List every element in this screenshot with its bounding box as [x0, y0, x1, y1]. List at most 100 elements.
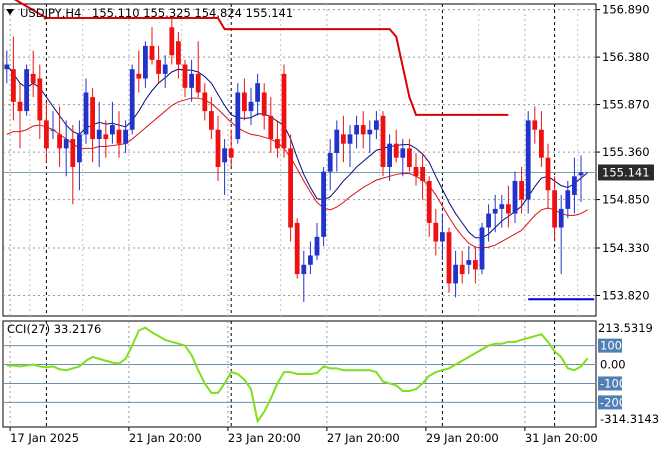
ohlc-label: 155.110 155.325 154.824 155.141 — [92, 6, 293, 20]
candle-body — [532, 120, 538, 130]
candle-body — [182, 64, 188, 88]
candle-body — [341, 134, 346, 144]
candle-body — [281, 73, 287, 149]
candle-body — [268, 115, 274, 140]
bullish-candle — [24, 64, 29, 116]
candle-body — [228, 148, 234, 158]
bearish-candle — [30, 50, 36, 98]
candle-body — [407, 148, 412, 167]
bearish-candle — [202, 83, 208, 121]
bullish-candle — [334, 120, 340, 172]
candle-body — [539, 129, 544, 158]
candle-body — [525, 120, 531, 200]
time-axis: 17 Jan 2025 21 Jan 20:00 23 Jan 20:00 27 Ja… — [9, 427, 598, 445]
time-tick-label: 17 Jan 2025 — [10, 431, 79, 445]
bullish-candle — [110, 101, 115, 144]
candle-body — [558, 208, 564, 228]
bullish-candle — [354, 115, 359, 149]
time-tick-label: 29 Jan 20:00 — [426, 431, 499, 445]
bearish-candle — [506, 185, 511, 228]
bullish-candle — [189, 59, 194, 102]
bearish-candle — [545, 143, 551, 209]
bullish-candle — [222, 139, 227, 195]
candle-body — [30, 73, 36, 84]
cci-level-label: 0.00 — [600, 358, 626, 372]
candle-body — [367, 129, 373, 135]
candle-body — [545, 157, 551, 191]
candle-body — [123, 129, 128, 144]
candle-body — [440, 232, 445, 242]
bearish-candle — [11, 36, 16, 121]
bullish-candle — [314, 222, 320, 261]
bearish-candle — [215, 115, 221, 181]
price-tick-label: 156.890 — [602, 3, 650, 17]
bearish-candle — [90, 87, 95, 163]
candle-body — [572, 176, 577, 195]
candle-body — [63, 139, 69, 149]
last-price-tag-text: 155.141 — [602, 165, 650, 179]
candle-body — [70, 139, 76, 167]
bearish-candle — [57, 106, 62, 167]
candle-body — [301, 264, 307, 275]
bullish-candle — [162, 55, 168, 88]
bullish-candle — [327, 139, 333, 191]
bullish-candle — [96, 101, 102, 167]
candle-body — [314, 236, 320, 256]
bullish-candle — [83, 78, 89, 144]
candle-body — [222, 148, 227, 163]
cci-line — [6, 326, 589, 424]
candle-body — [327, 153, 333, 172]
bullish-candle — [123, 120, 128, 154]
candle-body — [156, 59, 161, 74]
bullish-candle — [77, 120, 82, 191]
collapse-triangle-icon[interactable] — [6, 9, 14, 15]
bearish-candle — [44, 101, 49, 163]
candle-body — [479, 227, 485, 270]
candle-body — [261, 92, 267, 116]
candle-body — [552, 190, 557, 228]
bearish-candle — [149, 27, 155, 65]
bullish-candle — [235, 83, 241, 144]
cci-top-label: 213.5319 — [598, 321, 653, 335]
candle-body — [374, 120, 379, 130]
candle-body — [334, 129, 340, 154]
bearish-candle — [103, 120, 109, 158]
bearish-candle — [433, 208, 439, 256]
bullish-candle — [301, 250, 307, 303]
bearish-candle — [261, 83, 267, 130]
bullish-candle — [129, 64, 135, 135]
candle-body — [519, 180, 524, 200]
bullish-candle — [499, 194, 505, 228]
cci-level-tag-text: 100 — [600, 339, 622, 353]
candle-body — [116, 129, 122, 144]
candle-body — [433, 222, 439, 242]
candle-body — [459, 264, 465, 275]
cci-level-tag-background — [598, 338, 622, 353]
bearish-candle — [360, 111, 366, 149]
bearish-candle — [473, 246, 478, 284]
bearish-candle — [176, 31, 181, 79]
bearish-candle — [413, 153, 419, 186]
cci-bottom-label: -314.3143 — [600, 412, 659, 426]
trailing-stop-line — [13, 0, 509, 116]
cci-level-tag-text: -200 — [600, 395, 626, 409]
bearish-candle — [420, 153, 425, 200]
bullish-candle — [143, 41, 148, 88]
bearish-candle — [532, 106, 538, 144]
bullish-candle — [400, 139, 406, 177]
last-price-tag-background — [598, 164, 654, 181]
candle-body — [96, 129, 102, 140]
candle-body — [44, 120, 49, 149]
candle-body — [486, 213, 491, 228]
bearish-candle — [195, 41, 201, 98]
bullish-candle — [565, 180, 571, 219]
indicator-lines — [6, 0, 595, 301]
bearish-candle — [209, 97, 214, 140]
candle-body — [215, 129, 221, 167]
candle-body — [189, 73, 194, 88]
cci-level-tag-background — [598, 376, 622, 391]
bullish-candle — [486, 204, 491, 242]
bearish-candle — [116, 111, 122, 158]
candle-body — [37, 78, 43, 121]
